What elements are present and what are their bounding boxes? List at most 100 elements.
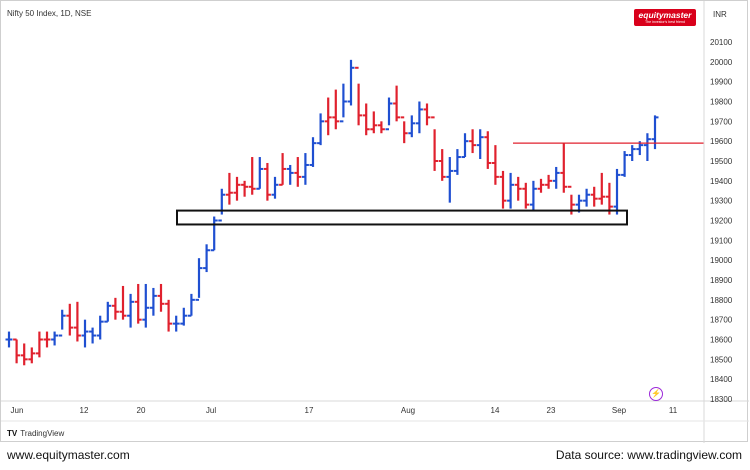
ohlc-bar — [218, 188, 226, 222]
ohlc-bar — [651, 115, 659, 150]
ohlc-bar — [294, 157, 302, 187]
y-tick-label: 20000 — [710, 58, 733, 67]
y-tick-label: 18800 — [710, 296, 733, 305]
x-tick-label: 14 — [491, 406, 500, 415]
equitymaster-logo: equitymaster The investor's best friend — [634, 9, 696, 26]
ohlc-bar — [522, 182, 530, 209]
x-tick-label: 20 — [137, 406, 146, 415]
ohlc-bar — [324, 97, 332, 136]
y-tick-label: 18300 — [710, 395, 733, 404]
y-tick-label: 19200 — [710, 217, 733, 226]
ohlc-bar — [545, 174, 553, 189]
ohlc-bar — [438, 149, 446, 181]
ohlc-bar — [127, 293, 135, 328]
ohlc-bar — [362, 103, 370, 136]
y-tick-label: 19400 — [710, 177, 733, 186]
ohlc-bar — [73, 301, 81, 342]
lightning-icon[interactable]: ⚡ — [649, 387, 663, 401]
ohlc-bar — [453, 149, 461, 175]
ohlc-bar — [89, 327, 97, 344]
ohlc-bar — [491, 145, 499, 185]
currency-label: INR — [713, 10, 727, 19]
y-tick-label: 20100 — [710, 38, 733, 47]
ohlc-bar — [476, 129, 484, 160]
y-tick-label: 19600 — [710, 137, 733, 146]
x-tick-label: 23 — [547, 406, 556, 415]
y-tick-label: 18600 — [710, 336, 733, 345]
logo-name: equitymaster — [638, 10, 692, 20]
ohlc-bar — [415, 101, 423, 134]
logo-tagline: The investor's best friend — [644, 19, 686, 24]
ohlc-bar — [210, 216, 218, 252]
y-tick-label: 19300 — [710, 197, 733, 206]
ohlc-bar — [507, 172, 515, 209]
ohlc-bar — [172, 315, 180, 332]
tradingview-logo[interactable]: TV TradingView — [7, 429, 64, 438]
ohlc-bar — [552, 166, 560, 189]
ohlc-bar — [180, 307, 188, 326]
ohlc-bar — [621, 151, 629, 177]
ohlc-bar — [271, 176, 279, 199]
ohlc-bar — [469, 129, 477, 154]
ohlc-bar — [499, 170, 507, 209]
y-tick-label: 19500 — [710, 157, 733, 166]
ohlc-bar — [187, 293, 195, 317]
x-tick-label: Jul — [206, 406, 216, 415]
x-tick-label: 11 — [669, 406, 678, 415]
x-tick-label: 17 — [305, 406, 314, 415]
ohlc-bar — [301, 153, 309, 185]
ohlc-bar — [96, 315, 104, 340]
ohlc-bar — [590, 186, 598, 207]
ohlc-bar — [66, 303, 74, 336]
ohlc-bar — [613, 168, 621, 215]
footer-website: www.equitymaster.com — [7, 448, 130, 462]
support-zone-box — [176, 209, 628, 226]
ohlc-bar — [157, 283, 165, 312]
ohlc-bar — [309, 137, 317, 167]
y-tick-label: 19000 — [710, 256, 733, 265]
ohlc-bar — [408, 115, 416, 138]
ohlc-bar — [446, 157, 454, 203]
ohlc-bar — [233, 176, 241, 201]
ohlc-bar — [35, 331, 43, 358]
ohlc-bar — [195, 258, 203, 301]
ohlc-bar — [279, 153, 287, 186]
y-tick-label: 19700 — [710, 117, 733, 126]
ohlc-bar — [58, 309, 66, 337]
ohlc-bar — [355, 66, 363, 126]
x-tick-label: Aug — [401, 406, 415, 415]
ohlc-bar — [385, 97, 393, 131]
ohlc-bar — [165, 299, 173, 332]
ohlc-bar — [339, 83, 347, 123]
price-chart[interactable]: 18300 18400 18500 18600 18700 18800 18900 19000… — [1, 1, 749, 443]
ohlc-bar — [393, 85, 401, 122]
ohlc-bar — [628, 145, 636, 161]
ohlc-bar — [81, 319, 89, 348]
ohlc-bar — [134, 283, 142, 324]
ohlc-bar — [643, 133, 651, 161]
ohlc-bar — [461, 133, 469, 159]
ohlc-bar — [317, 113, 325, 146]
y-tick-label: 18700 — [710, 316, 733, 325]
ohlc-bar — [263, 162, 271, 201]
ohlc-bar — [203, 244, 211, 273]
ohlc-bar — [605, 182, 613, 215]
ohlc-bar — [225, 172, 233, 205]
ohlc-bar — [51, 331, 59, 346]
ohlc-bar — [111, 297, 119, 320]
ohlc-bar — [400, 116, 408, 144]
ohlc-bar — [598, 172, 606, 205]
footer-source: Data source: www.tradingview.com — [555, 448, 742, 462]
tradingview-logo-icon: TV — [7, 429, 18, 438]
ohlc-bar — [149, 287, 157, 316]
y-tick-label: 19100 — [710, 236, 733, 245]
y-tick-label: 18500 — [710, 355, 733, 364]
ohlc-bar — [43, 331, 51, 348]
ohlc-bar — [20, 343, 28, 366]
chart-frame: 18300 18400 18500 18600 18700 18800 18900 19000… — [0, 0, 749, 443]
ohlc-bar — [119, 285, 127, 320]
symbol-label: Nifty 50 Index, 1D, NSE — [7, 9, 92, 18]
ohlc-bar — [423, 103, 431, 126]
ohlc-bar — [248, 157, 256, 195]
ohlc-bar — [431, 116, 439, 171]
